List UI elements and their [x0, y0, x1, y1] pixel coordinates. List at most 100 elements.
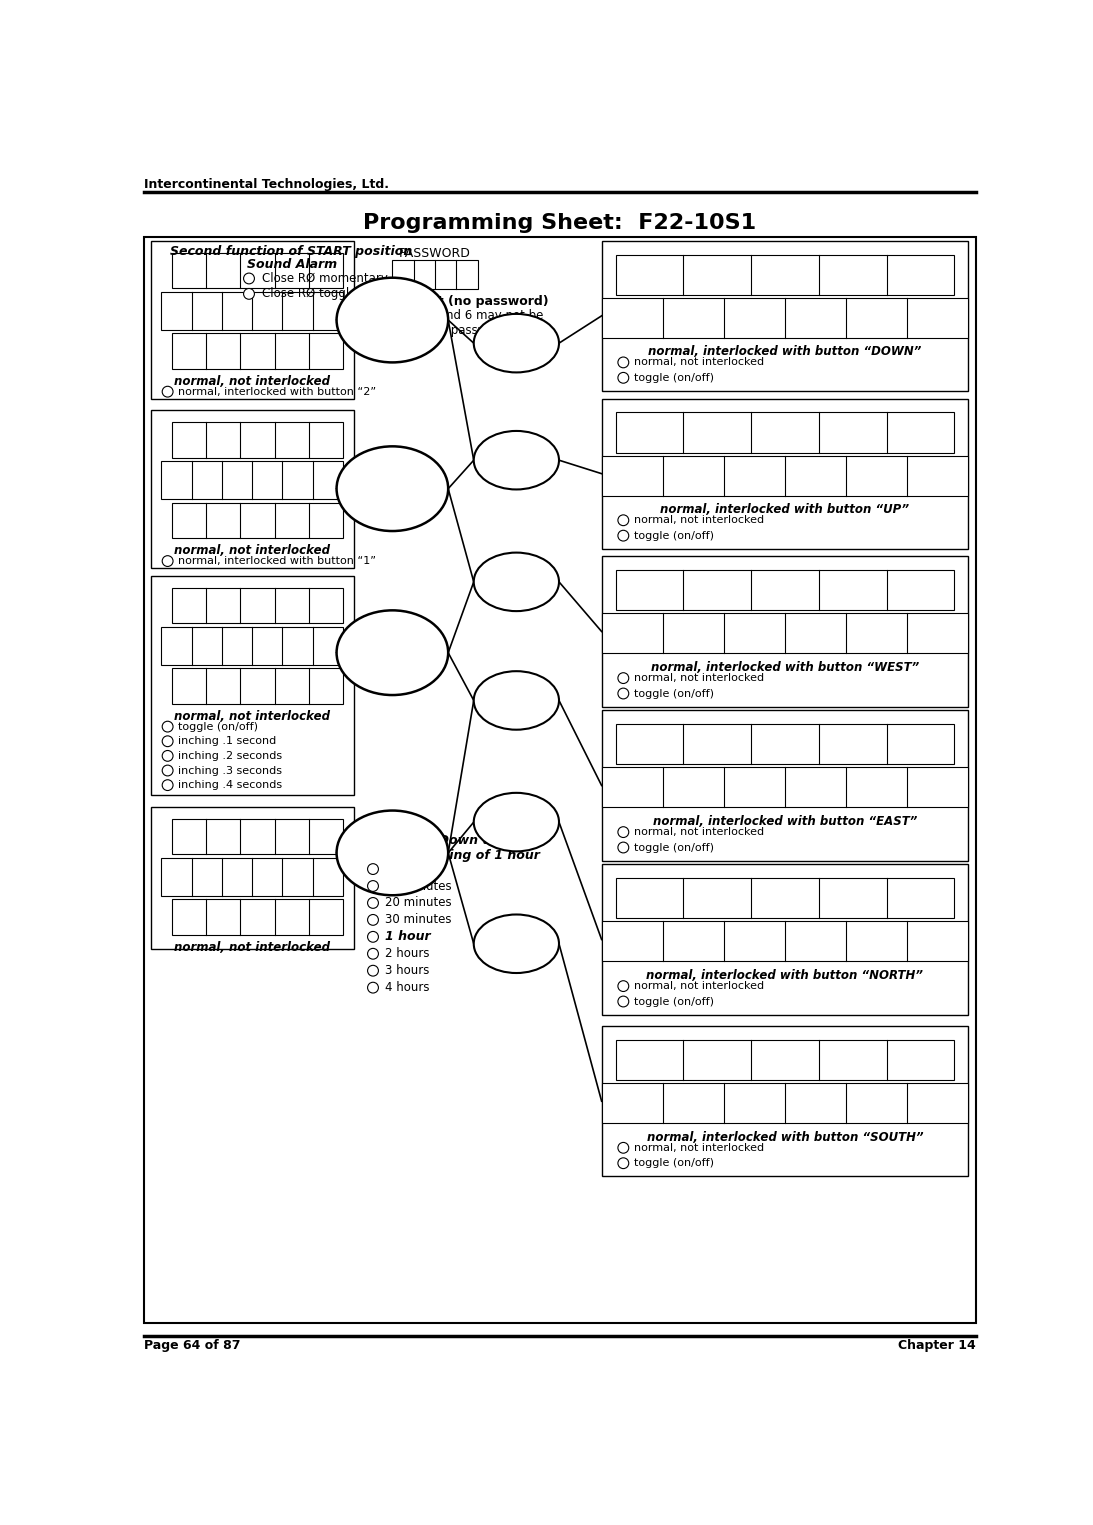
Text: normal, not interlocked: normal, not interlocked	[634, 1142, 764, 1153]
Circle shape	[162, 779, 173, 790]
Circle shape	[367, 949, 378, 959]
Text: inching .2 seconds: inching .2 seconds	[178, 750, 283, 761]
Bar	[173, 819, 343, 854]
Bar	[601, 711, 968, 860]
Text: 1: 1	[379, 299, 406, 342]
Text: normal, interlocked with button “2”: normal, interlocked with button “2”	[178, 387, 377, 397]
Text: 2: 2	[379, 468, 406, 509]
Text: normal, not interlocked: normal, not interlocked	[634, 827, 764, 837]
Text: normal, not interlocked: normal, not interlocked	[634, 515, 764, 525]
Bar	[162, 291, 343, 329]
Text: toggle (on/off): toggle (on/off)	[634, 688, 714, 698]
Circle shape	[618, 996, 628, 1006]
Circle shape	[618, 372, 628, 383]
Circle shape	[367, 898, 378, 909]
Text: DOWN: DOWN	[495, 454, 538, 467]
Ellipse shape	[337, 811, 448, 895]
Text: Intercontinental Technologies, Ltd.: Intercontinental Technologies, Ltd.	[144, 178, 389, 191]
Text: normal, interlocked with button “WEST”: normal, interlocked with button “WEST”	[650, 662, 919, 674]
Bar	[173, 668, 343, 703]
Circle shape	[367, 915, 378, 926]
Circle shape	[244, 288, 255, 299]
Bar	[601, 456, 968, 496]
Bar	[601, 613, 968, 654]
Circle shape	[618, 531, 628, 541]
Bar	[601, 865, 968, 1014]
Bar	[173, 422, 343, 457]
Bar	[601, 557, 968, 706]
Text: Chapter 14: Chapter 14	[898, 1339, 976, 1353]
Circle shape	[618, 842, 628, 852]
Text: toggle (on/off): toggle (on/off)	[178, 721, 258, 732]
Bar	[615, 412, 954, 453]
Bar	[173, 332, 343, 369]
Text: Second function of START position: Second function of START position	[171, 244, 413, 258]
Circle shape	[367, 965, 378, 976]
Ellipse shape	[473, 671, 559, 729]
Text: toggle (on/off): toggle (on/off)	[634, 1157, 714, 1168]
Text: normal, not interlocked: normal, not interlocked	[174, 709, 330, 723]
Circle shape	[618, 673, 628, 683]
Ellipse shape	[473, 915, 559, 973]
Circle shape	[618, 357, 628, 368]
Text: never: never	[385, 863, 419, 875]
Text: 30 minutes: 30 minutes	[385, 913, 451, 926]
Text: inching .3 seconds: inching .3 seconds	[178, 766, 282, 776]
Text: normal, interlocked with button “DOWN”: normal, interlocked with button “DOWN”	[648, 346, 921, 358]
Ellipse shape	[337, 278, 448, 363]
Text: normal, interlocked with button “NORTH”: normal, interlocked with button “NORTH”	[646, 970, 924, 982]
Text: normal, not interlocked: normal, not interlocked	[174, 941, 330, 953]
Ellipse shape	[473, 552, 559, 612]
Text: normal, not interlocked: normal, not interlocked	[174, 544, 330, 557]
Bar	[601, 767, 968, 807]
Circle shape	[162, 721, 173, 732]
Bar	[601, 398, 968, 549]
Circle shape	[367, 932, 378, 942]
Circle shape	[618, 688, 628, 698]
Bar	[173, 253, 343, 288]
Circle shape	[618, 981, 628, 991]
Circle shape	[367, 880, 378, 892]
Bar	[173, 503, 343, 538]
Text: WEST: WEST	[497, 694, 536, 708]
Bar	[615, 878, 954, 918]
Bar	[615, 724, 954, 764]
Bar	[151, 807, 354, 949]
Circle shape	[618, 515, 628, 526]
Circle shape	[618, 1142, 628, 1153]
Text: normal, not interlocked: normal, not interlocked	[634, 673, 764, 683]
Bar	[601, 297, 968, 337]
Bar	[615, 570, 954, 610]
Bar	[162, 857, 343, 897]
Bar	[151, 241, 354, 398]
Text: PASSWORD: PASSWORD	[399, 247, 471, 259]
Bar	[601, 1026, 968, 1176]
Bar	[392, 259, 478, 290]
Circle shape	[162, 737, 173, 747]
Bar	[615, 1040, 954, 1080]
Text: toggle (on/off): toggle (on/off)	[634, 842, 714, 852]
Text: 20 minutes: 20 minutes	[385, 897, 451, 909]
Circle shape	[618, 827, 628, 837]
Text: normal, not interlocked: normal, not interlocked	[174, 375, 330, 387]
Text: SOUTH: SOUTH	[493, 816, 540, 828]
Ellipse shape	[473, 314, 559, 372]
Text: toggle (on/off): toggle (on/off)	[634, 996, 714, 1006]
Text: toggle (on/off): toggle (on/off)	[634, 372, 714, 383]
Ellipse shape	[473, 432, 559, 490]
Text: NORTH: NORTH	[493, 938, 540, 950]
Circle shape	[244, 273, 255, 284]
Text: 4 hours: 4 hours	[385, 981, 430, 994]
Text: inching .1 second: inching .1 second	[178, 737, 277, 746]
Bar	[162, 461, 343, 500]
Text: Close RØ momentary: Close RØ momentary	[262, 271, 388, 285]
Circle shape	[162, 766, 173, 776]
Text: normal, interlocked with button “SOUTH”: normal, interlocked with button “SOUTH”	[647, 1132, 924, 1144]
Ellipse shape	[473, 793, 559, 851]
Bar	[615, 255, 954, 294]
Text: normal, not interlocked: normal, not interlocked	[634, 981, 764, 991]
Circle shape	[367, 982, 378, 993]
Circle shape	[367, 863, 378, 874]
Text: 3 hours: 3 hours	[385, 964, 428, 978]
Text: Page 64 of 87: Page 64 of 87	[144, 1339, 240, 1353]
